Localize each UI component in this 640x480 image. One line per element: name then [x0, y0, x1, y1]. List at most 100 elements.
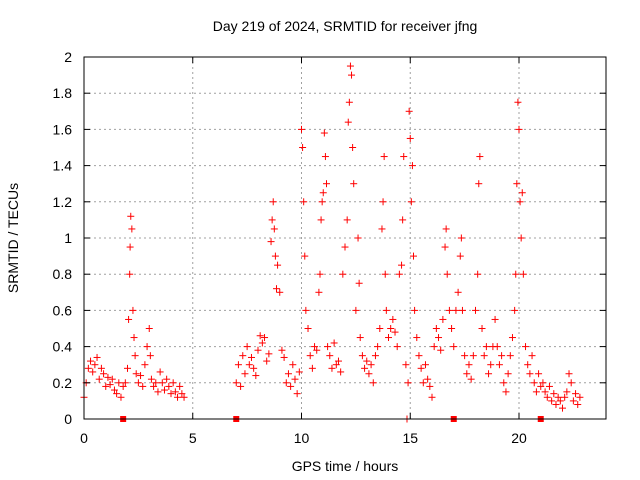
x-tick-label: 15 — [402, 430, 418, 446]
data-point — [247, 353, 255, 361]
data-point — [376, 325, 384, 332]
data-markers — [80, 62, 584, 423]
data-point — [485, 370, 493, 378]
data-point — [535, 370, 543, 378]
data-point — [407, 198, 415, 206]
data-point — [147, 375, 155, 383]
data-point — [330, 339, 338, 347]
x-tick-label: 5 — [189, 430, 197, 446]
data-point — [561, 393, 569, 401]
data-point — [500, 379, 508, 387]
data-point — [84, 364, 92, 372]
data-point — [324, 343, 332, 351]
data-point — [543, 393, 551, 401]
data-point — [514, 98, 522, 106]
data-point — [559, 404, 566, 412]
data-point — [321, 153, 329, 161]
data-point — [287, 382, 295, 390]
data-point — [126, 243, 134, 251]
data-point — [125, 315, 133, 323]
data-point — [337, 368, 345, 376]
data-point — [169, 379, 177, 387]
data-point — [541, 388, 549, 396]
data-point — [339, 270, 347, 278]
data-point — [237, 382, 245, 390]
data-point — [158, 379, 166, 387]
data-point — [465, 361, 473, 369]
data-point — [115, 379, 123, 387]
data-point — [232, 379, 240, 387]
data-point — [563, 388, 571, 396]
data-point — [274, 261, 282, 269]
data-point — [432, 325, 440, 332]
data-point — [430, 343, 438, 351]
data-point — [308, 364, 316, 372]
data-point — [143, 343, 151, 351]
data-point — [256, 332, 264, 340]
data-point — [95, 375, 103, 383]
data-point — [472, 306, 479, 314]
data-point — [457, 234, 465, 242]
data-point — [554, 393, 562, 401]
data-point — [302, 306, 310, 314]
data-point — [458, 306, 466, 314]
data-point — [276, 288, 284, 296]
data-point — [404, 379, 412, 387]
data-point — [93, 353, 101, 361]
data-point — [129, 306, 137, 314]
data-point — [400, 153, 408, 161]
data-point — [565, 370, 573, 378]
data-point — [354, 234, 362, 242]
data-point — [456, 252, 464, 260]
data-point — [320, 129, 328, 137]
data-point — [124, 364, 131, 372]
data-point — [495, 361, 503, 369]
data-point — [345, 98, 353, 106]
data-point — [265, 350, 273, 358]
data-point — [445, 306, 453, 314]
data-point — [268, 216, 276, 224]
data-point — [150, 382, 158, 390]
data-point — [493, 343, 501, 351]
data-point — [435, 334, 443, 342]
y-tick-label: 1 — [64, 230, 72, 246]
data-point — [89, 368, 97, 376]
data-point — [346, 62, 354, 70]
data-point — [176, 382, 184, 390]
data-point — [439, 315, 447, 323]
data-point — [261, 334, 269, 342]
data-point — [550, 390, 558, 398]
data-point — [284, 370, 292, 378]
data-point — [395, 270, 403, 278]
data-point — [102, 382, 110, 390]
data-point — [306, 352, 314, 360]
data-point — [282, 379, 290, 387]
data-point — [141, 361, 149, 369]
data-point — [319, 189, 327, 197]
data-point — [91, 361, 99, 369]
data-point — [167, 390, 175, 398]
data-point — [512, 270, 520, 278]
data-point — [441, 243, 449, 251]
data-point — [574, 401, 582, 409]
data-point — [417, 364, 425, 372]
data-point — [355, 279, 363, 287]
x-axis-label: GPS time / hours — [292, 458, 399, 474]
data-point — [380, 153, 388, 161]
data-point — [576, 393, 584, 401]
data-point — [411, 306, 419, 314]
data-point — [132, 370, 140, 378]
data-point — [243, 343, 251, 351]
data-point — [454, 288, 462, 296]
data-point — [552, 401, 560, 409]
data-point — [301, 252, 309, 260]
data-point — [110, 386, 118, 394]
data-point — [113, 390, 121, 398]
data-point — [443, 270, 451, 278]
data-point — [328, 364, 336, 372]
data-point — [379, 198, 387, 206]
y-tick-label: 1.6 — [53, 121, 73, 137]
y-tick-label: 2 — [64, 49, 72, 65]
data-point — [385, 334, 392, 342]
data-point — [317, 216, 325, 224]
